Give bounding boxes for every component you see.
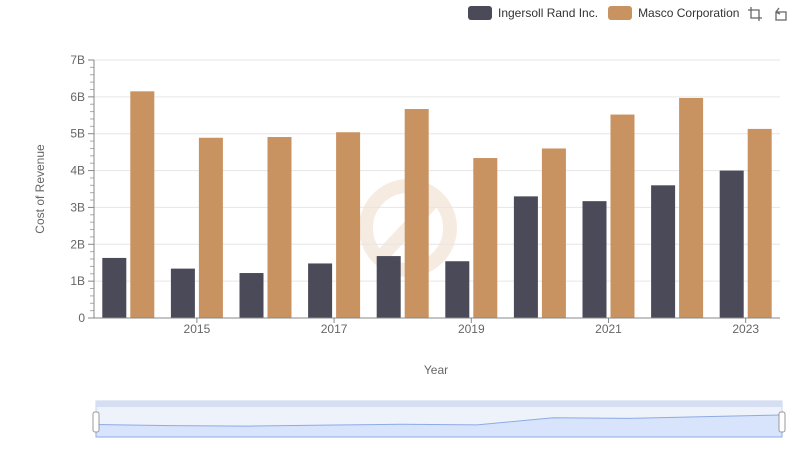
legend-item-masco[interactable]: Masco Corporation [608,6,739,20]
x-axis: 2015 2017 2019 2021 2023 [184,318,759,336]
bar-ingersoll-rand-2022[interactable] [651,185,676,318]
navigator[interactable] [92,400,786,438]
y-tick-label: 2B [70,237,85,251]
bar-masco-2015[interactable] [198,137,223,318]
x-tick-label: 2019 [458,322,485,336]
crop-icon[interactable] [747,6,763,22]
bar-masco-2022[interactable] [679,97,704,318]
navigator-right-handle[interactable] [778,411,786,433]
bar-masco-2017[interactable] [336,132,361,318]
y-tick-label: 5B [70,127,85,141]
legend-label-ingersoll-rand: Ingersoll Rand Inc. [498,6,599,20]
y-tick-label: 1B [70,274,85,288]
navigator-series [95,414,783,438]
y-tick-label: 3B [70,200,85,214]
navigator-left-handle[interactable] [92,411,100,433]
bar-ingersoll-rand-2016[interactable] [239,273,264,318]
bar-masco-2023[interactable] [747,128,772,318]
y-tick-label: 0 [78,311,85,325]
legend-item-ingersoll-rand[interactable]: Ingersoll Rand Inc. [468,6,598,20]
bar-ingersoll-rand-2021[interactable] [582,201,607,318]
y-tick-label: 7B [70,53,85,67]
bar-masco-2014[interactable] [130,91,155,318]
x-tick-label: 2023 [732,322,759,336]
y-axis-title: Cost of Revenue [33,144,47,234]
y-tick-label: 4B [70,164,85,178]
y-tick-label: 6B [70,90,85,104]
bar-ingersoll-rand-2018[interactable] [376,256,401,318]
x-tick-label: 2015 [184,322,211,336]
bar-masco-2020[interactable] [541,148,566,318]
x-tick-label: 2021 [595,322,622,336]
bar-ingersoll-rand-2015[interactable] [170,268,195,318]
x-tick-label: 2017 [321,322,348,336]
bars [102,91,772,319]
bar-ingersoll-rand-2019[interactable] [445,261,470,318]
x-axis-title: Year [424,363,448,377]
bar-masco-2018[interactable] [404,109,429,319]
bar-masco-2016[interactable] [267,137,292,318]
legend-swatch-masco [608,6,633,20]
legend-swatch-ingersoll-rand [468,6,492,20]
bar-ingersoll-rand-2017[interactable] [308,263,333,318]
y-axis: 0 1B 2B 3B 4B 5B 6B 7B [70,53,95,325]
bar-ingersoll-rand-2014[interactable] [102,257,127,318]
bar-masco-2021[interactable] [610,114,635,318]
legend-label-masco: Masco Corporation [638,6,740,20]
reset-icon[interactable] [773,6,789,22]
navigator-scrollbar[interactable] [96,401,782,407]
bar-masco-2019[interactable] [473,158,498,318]
bar-ingersoll-rand-2020[interactable] [513,196,538,318]
legend: Ingersoll Rand Inc. Masco Corporation [468,4,739,22]
bar-ingersoll-rand-2023[interactable] [719,170,744,318]
